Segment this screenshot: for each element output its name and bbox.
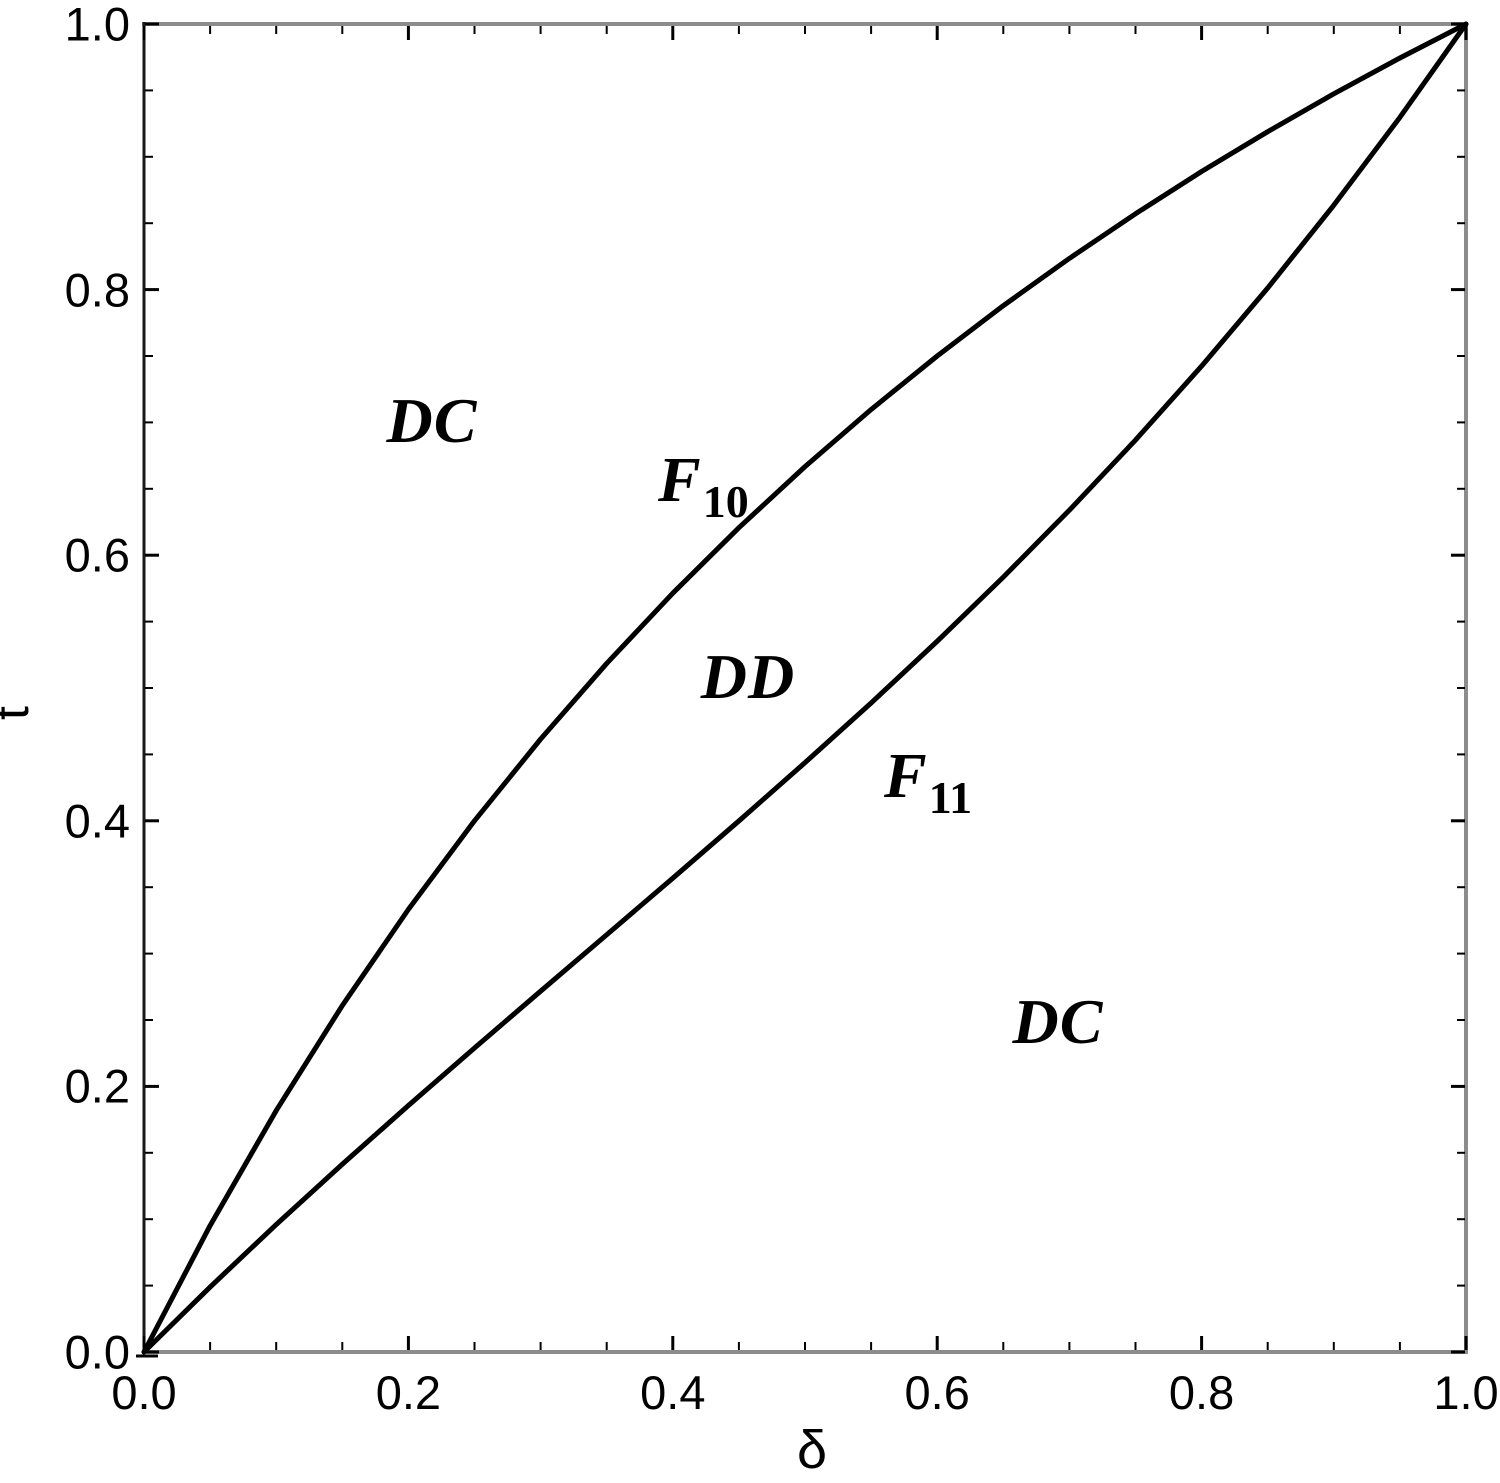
x-tick-label: 0.6 <box>904 1366 970 1419</box>
region-label-dc-upper: DC <box>386 385 478 456</box>
region-label-dd: DD <box>700 641 796 712</box>
x-tick-label: 1.0 <box>1433 1366 1499 1419</box>
curve-F11 <box>141 21 1469 1355</box>
curve-F10 <box>141 21 1469 1355</box>
x-tick-label: 0.4 <box>640 1366 706 1419</box>
y-tick-label: 1.0 <box>64 0 130 51</box>
curve-label-f10-base: F <box>658 444 701 515</box>
y-tick-label: 0.8 <box>64 263 130 317</box>
y-tick-label: 0.6 <box>64 528 130 582</box>
curve-label-f10-sub: 10 <box>702 476 749 527</box>
y-tick-label: 0.0 <box>64 1325 130 1379</box>
x-tick-label: 0.8 <box>1168 1366 1235 1419</box>
curve-label-f11-base: F <box>884 740 927 811</box>
x-tick-label: 0.2 <box>375 1366 442 1419</box>
y-tick-label: 0.2 <box>64 1059 130 1113</box>
curve-label-f10: F10 <box>658 448 749 525</box>
x-tick-label: 0.0 <box>111 1366 177 1419</box>
curve-label-f11-sub: 11 <box>928 772 973 823</box>
curve-label-f11: F11 <box>884 744 972 821</box>
y-tick-label: 0.4 <box>64 794 130 848</box>
region-label-dc-lower: DC <box>1012 986 1104 1057</box>
y-axis-label: t <box>0 706 39 720</box>
x-axis-label: δ <box>796 1420 828 1480</box>
